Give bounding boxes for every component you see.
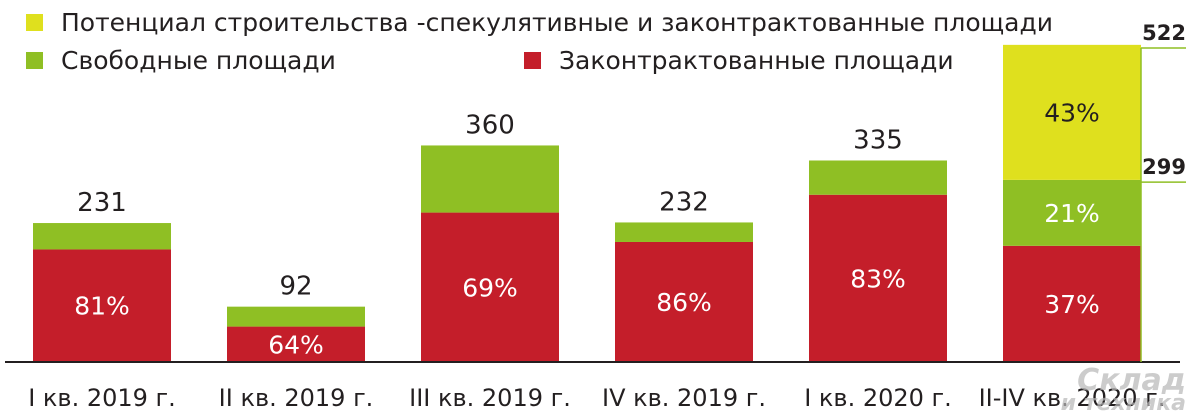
legend-label-contracted: Законтрактованные площади bbox=[559, 46, 954, 75]
bar-segment-1-0 bbox=[227, 326, 365, 362]
segment-label-3-0: 86% bbox=[656, 288, 712, 317]
bar-segment-2-0 bbox=[421, 212, 559, 362]
legend-swatch-contracted bbox=[524, 52, 541, 69]
side-marker-label-1: 299 bbox=[1142, 155, 1186, 179]
segment-label-5-0: 37% bbox=[1044, 290, 1100, 319]
legend-swatch-free bbox=[26, 52, 43, 69]
category-label-2: III кв. 2019 г. bbox=[409, 384, 571, 412]
bar-segment-0-1 bbox=[33, 223, 171, 250]
legend: Потенциал строительства -спекулятивные и… bbox=[26, 4, 1053, 75]
total-label-1: 92 bbox=[279, 272, 312, 302]
side-marker-label-0: 522 bbox=[1142, 21, 1186, 45]
bar-segment-5-0 bbox=[1003, 245, 1141, 362]
segment-label-2-0: 69% bbox=[462, 273, 518, 302]
legend-swatch-potential bbox=[26, 14, 43, 31]
total-label-4: 335 bbox=[853, 125, 903, 155]
watermark-line1: Склад bbox=[1077, 363, 1186, 399]
legend-item-potential: Потенциал строительства -спекулятивные и… bbox=[26, 8, 1053, 37]
total-label-3: 232 bbox=[659, 187, 709, 217]
bar-segment-5-1 bbox=[1003, 179, 1141, 246]
legend-label-potential: Потенциал строительства -спекулятивные и… bbox=[61, 8, 1054, 37]
segment-label-1-0: 64% bbox=[268, 330, 324, 359]
category-label-1: II кв. 2019 г. bbox=[219, 384, 374, 412]
segment-label-0-0: 81% bbox=[74, 292, 130, 321]
bar-segment-1-1 bbox=[227, 306, 365, 327]
bar-segment-0-0 bbox=[33, 249, 171, 362]
watermark-line2: и техника bbox=[1060, 391, 1186, 417]
legend-item-free: Свободные площади bbox=[26, 46, 336, 75]
segment-label-4-0: 83% bbox=[850, 264, 906, 293]
legend-item-contracted: Законтрактованные площади bbox=[524, 46, 954, 75]
bar-segment-2-1 bbox=[421, 145, 559, 213]
legend-label-free: Свободные площади bbox=[61, 46, 336, 75]
category-label-0: I кв. 2019 г. bbox=[28, 384, 176, 412]
segment-label-5-2: 43% bbox=[1044, 98, 1100, 127]
bar-segment-3-1 bbox=[615, 222, 753, 242]
bar-segment-5-2 bbox=[1003, 44, 1141, 180]
segment-label-5-1: 21% bbox=[1044, 199, 1100, 228]
bar-segment-3-0 bbox=[615, 241, 753, 362]
bar-segment-4-0 bbox=[809, 194, 947, 362]
watermark-logo: Склад и техника bbox=[1060, 363, 1186, 417]
bar-segment-4-1 bbox=[809, 160, 947, 195]
category-label-3: IV кв. 2019 г. bbox=[602, 384, 766, 412]
total-label-2: 360 bbox=[465, 110, 515, 140]
category-label-5: II-IV кв. 2020 г. bbox=[979, 384, 1166, 412]
category-label-4: I кв. 2020 г. bbox=[804, 384, 952, 412]
total-label-0: 231 bbox=[77, 188, 127, 218]
